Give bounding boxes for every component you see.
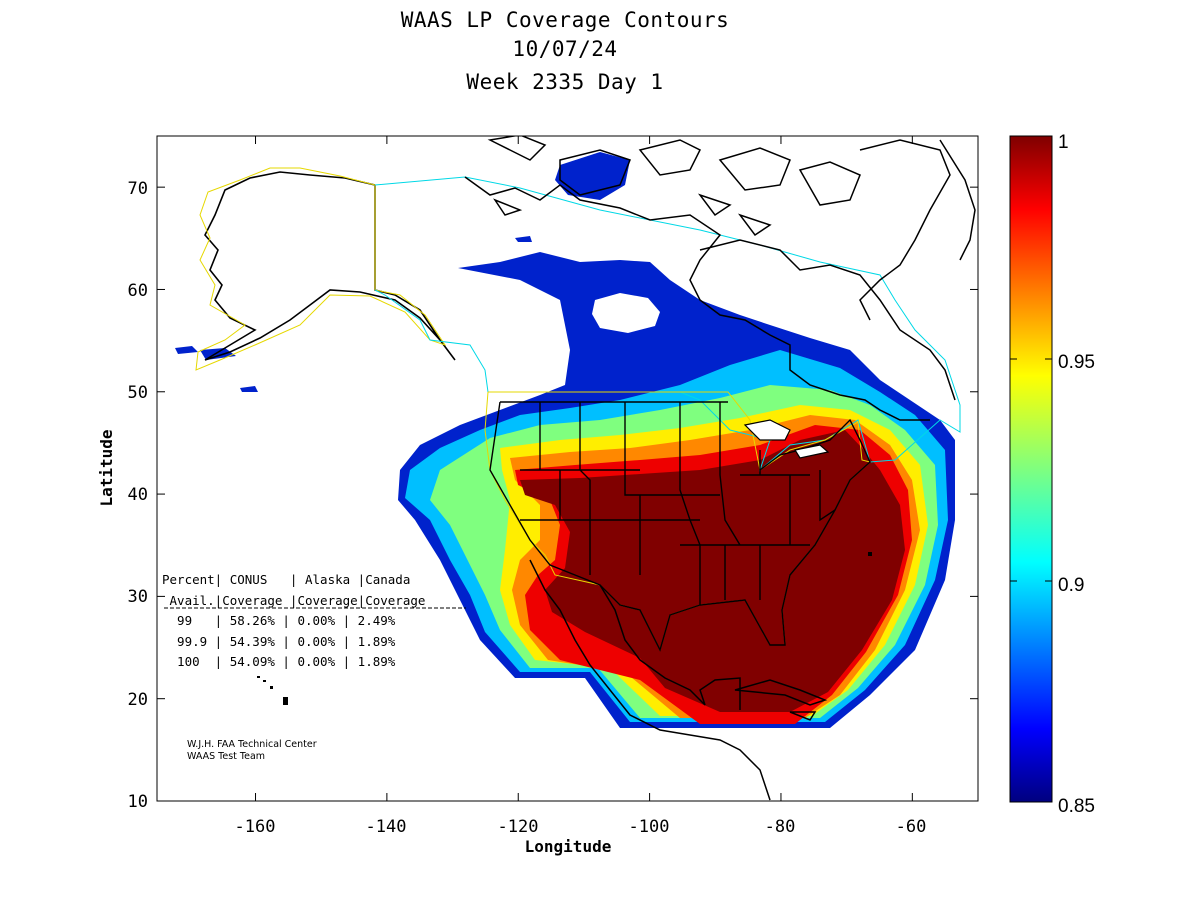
coverage-contours: [175, 136, 976, 801]
coverage-stats-table: Percent| CONUS | Alaska |Canada Avail.|C…: [162, 570, 425, 673]
stats-header-1: Percent| CONUS | Alaska |Canada: [162, 572, 411, 587]
y-tick-label: 10: [128, 792, 148, 812]
x-axis: -160 -140 -120 -100 -80 -60 Longitude: [235, 817, 927, 856]
colorbar-tick-label: 1: [1058, 132, 1069, 153]
colorbar-tick-label: 0.9: [1058, 575, 1084, 596]
x-tick-label: -80: [765, 817, 796, 837]
y-tick-label: 20: [128, 690, 148, 710]
stats-header-2: Avail.|Coverage |Coverage|Coverage: [162, 592, 426, 608]
y-tick-label: 60: [128, 281, 148, 301]
y-axis: 10 20 30 40 50 60 70 Latitude: [97, 179, 148, 812]
map-title-week: Week 2335 Day 1: [466, 70, 664, 94]
y-tick-label: 50: [128, 383, 148, 403]
map-title-line-1: WAAS LP Coverage Contours: [400, 8, 730, 32]
credit-line-2: WAAS Test Team: [187, 751, 266, 762]
credit-text: W.J.H. FAA Technical Center WAAS Test Tea…: [187, 739, 317, 763]
stats-row-99-9: 99.9 | 54.39% | 0.00% | 1.89%: [162, 633, 396, 649]
x-tick-label: -60: [896, 817, 927, 837]
colorbar-tick-label: 0.95: [1058, 352, 1095, 373]
credit-line-1: W.J.H. FAA Technical Center: [187, 739, 317, 750]
colorbar-tick-label: 0.85: [1058, 796, 1095, 817]
x-tick-label: -140: [366, 817, 407, 837]
stats-row-99: 99 | 58.26% | 0.00% | 2.49%: [162, 613, 396, 628]
x-tick-label: -160: [235, 817, 276, 837]
y-tick-label: 30: [128, 587, 148, 607]
x-tick-label: -120: [498, 817, 539, 837]
colorbar-gradient: [1009, 135, 1053, 803]
y-tick-label: 40: [128, 485, 148, 505]
stats-row-100: 100 | 54.09% | 0.00% | 1.89%: [162, 654, 396, 669]
y-axis-label: Latitude: [97, 429, 116, 506]
x-axis-label: Longitude: [525, 837, 612, 856]
y-tick-label: 70: [128, 179, 148, 199]
x-tick-label: -100: [629, 817, 670, 837]
contour-100: [520, 430, 905, 712]
map-title-date: 10/07/24: [512, 37, 618, 61]
colorbar: 1 0.95 0.9 0.85: [1009, 132, 1095, 817]
